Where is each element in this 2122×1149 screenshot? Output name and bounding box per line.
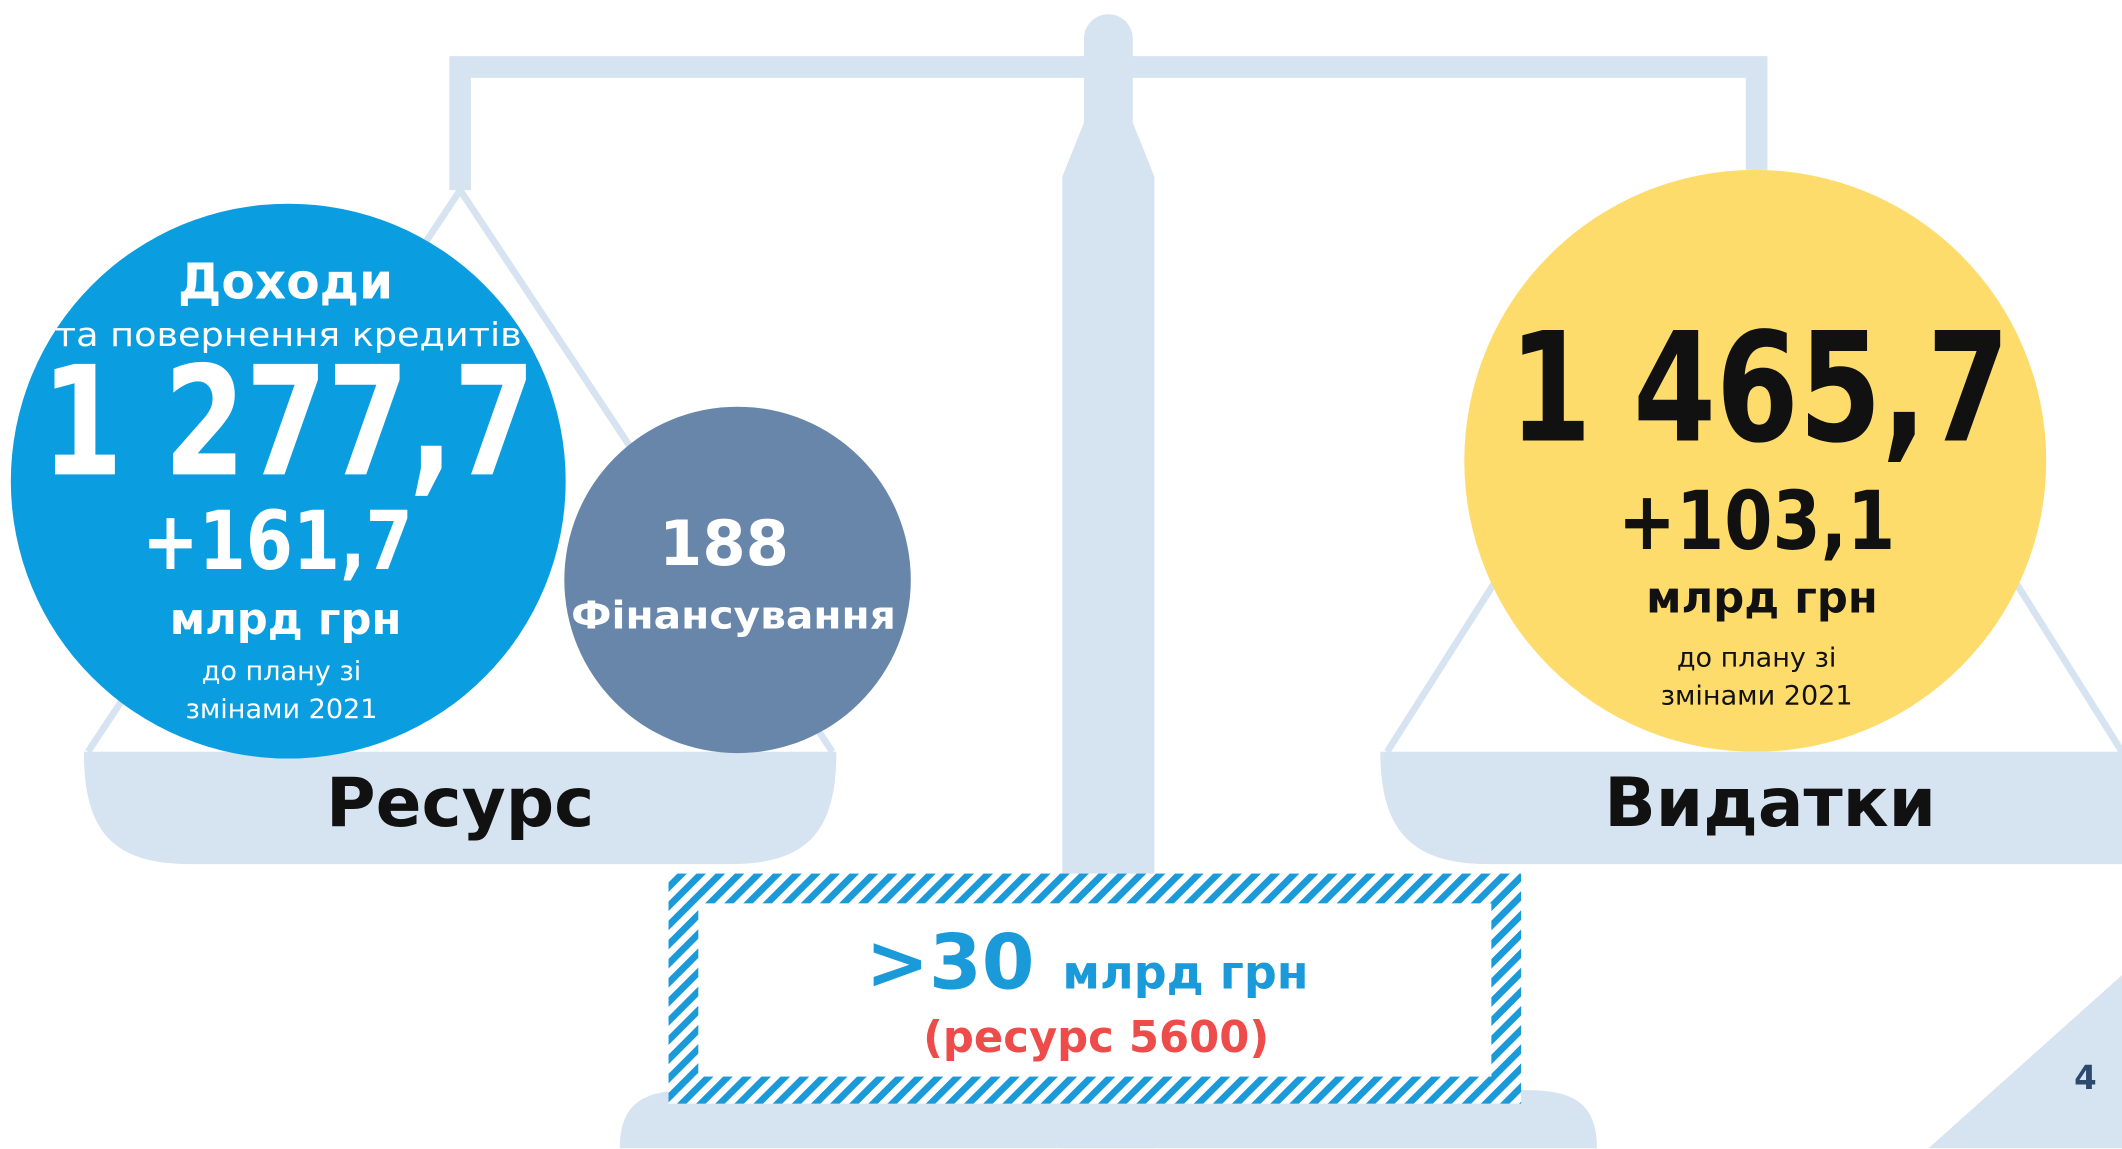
gap-amount: >30 [866, 919, 1035, 1007]
income-circle [10, 203, 566, 759]
resource-label: Ресурс [326, 763, 594, 842]
page-number: 4 [2074, 1059, 2097, 1097]
income-title: Доходи [178, 254, 393, 310]
financing-amount: 188 [659, 507, 789, 580]
expenses-amount: 1 465,7 [1509, 300, 2010, 477]
income-subtitle: та повернення кредитів [55, 316, 522, 354]
income-note: до плану зі [202, 656, 362, 687]
expenses-label: Видатки [1604, 763, 1936, 842]
financing-circle [564, 406, 911, 754]
expenses-note: змінами 2021 [1661, 680, 1853, 711]
expenses-change: +103,1 [1618, 475, 1895, 569]
income-unit: млрд грн [170, 595, 402, 645]
financing-label: Фінансування [571, 594, 896, 638]
income-change: +161,7 [142, 495, 413, 589]
expenses-unit: млрд грн [1646, 573, 1878, 623]
expenses-circle [1464, 169, 2047, 752]
gap-unit: млрд грн [1062, 946, 1308, 1000]
gap-note: (ресурс 5600) [923, 1013, 1269, 1063]
income-amount: 1 277,7 [41, 333, 535, 510]
expenses-note: до плану зі [1677, 643, 1837, 674]
income-note: змінами 2021 [185, 694, 377, 725]
gap-box [698, 903, 1492, 1077]
